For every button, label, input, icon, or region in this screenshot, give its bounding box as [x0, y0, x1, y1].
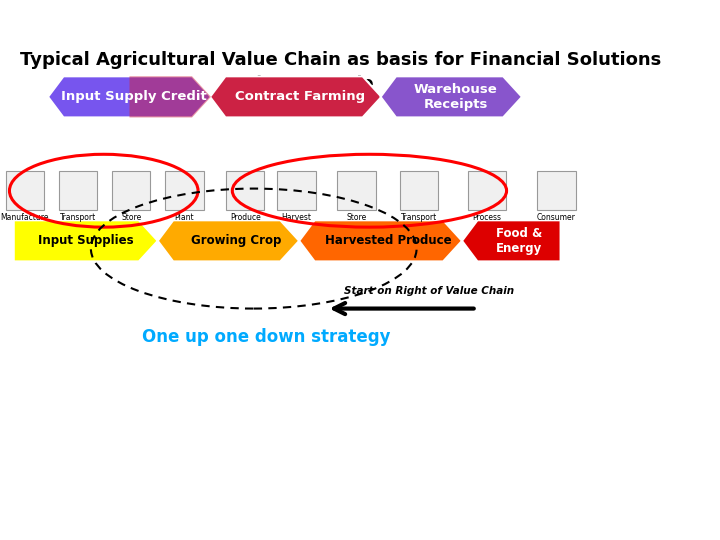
Text: Input Supplies: Input Supplies	[38, 234, 133, 247]
Text: Input Supply Credit: Input Supply Credit	[61, 90, 207, 103]
Polygon shape	[381, 76, 522, 117]
FancyBboxPatch shape	[537, 171, 575, 210]
Text: Store: Store	[121, 213, 141, 222]
Text: Plant: Plant	[174, 213, 194, 222]
Polygon shape	[158, 220, 300, 261]
FancyBboxPatch shape	[6, 171, 44, 210]
FancyBboxPatch shape	[226, 171, 264, 210]
FancyBboxPatch shape	[337, 171, 376, 210]
Text: Store: Store	[346, 213, 366, 222]
Text: Consumer: Consumer	[537, 213, 576, 222]
Text: Growing Crop: Growing Crop	[191, 234, 282, 247]
Text: Finance Cycle: Finance Cycle	[245, 75, 374, 93]
Polygon shape	[462, 220, 561, 261]
Text: Contract Farming: Contract Farming	[235, 90, 365, 103]
Text: Start on Right of Value Chain: Start on Right of Value Chain	[344, 286, 515, 296]
Text: One up one down strategy: One up one down strategy	[143, 328, 391, 346]
FancyBboxPatch shape	[467, 171, 506, 210]
Text: Food &
Energy: Food & Energy	[496, 227, 542, 255]
FancyBboxPatch shape	[400, 171, 438, 210]
Polygon shape	[48, 76, 211, 117]
FancyBboxPatch shape	[112, 171, 150, 210]
Text: Typical Agricultural Value Chain as basis for Financial Solutions: Typical Agricultural Value Chain as basi…	[19, 51, 661, 69]
Text: Process: Process	[472, 213, 501, 222]
Polygon shape	[130, 76, 211, 117]
Polygon shape	[14, 220, 158, 261]
Polygon shape	[210, 76, 382, 117]
Text: Produce: Produce	[230, 213, 261, 222]
FancyBboxPatch shape	[59, 171, 97, 210]
Text: Manufacture: Manufacture	[1, 213, 49, 222]
Polygon shape	[300, 220, 462, 261]
Text: Transport: Transport	[60, 213, 96, 222]
Text: Transport: Transport	[401, 213, 437, 222]
Text: Harvest: Harvest	[282, 213, 312, 222]
FancyBboxPatch shape	[277, 171, 316, 210]
Text: Warehouse
Receipts: Warehouse Receipts	[414, 83, 498, 111]
Text: Harvested Produce: Harvested Produce	[325, 234, 451, 247]
FancyBboxPatch shape	[165, 171, 204, 210]
